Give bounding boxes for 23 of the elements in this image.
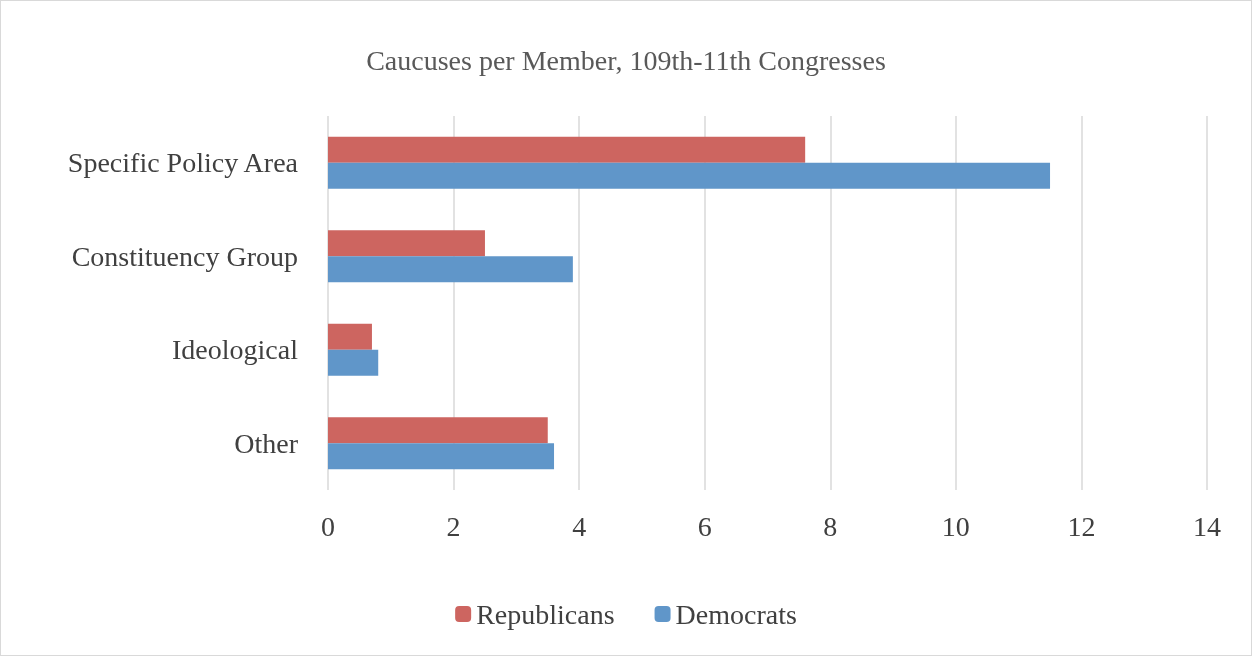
x-tick-label: 14 <box>1193 510 1221 542</box>
x-tick-label: 4 <box>572 510 587 542</box>
y-tick-label: Constituency Group <box>71 240 298 272</box>
x-tick-label: 8 <box>823 510 838 542</box>
bar <box>328 162 1051 189</box>
bar <box>328 256 573 283</box>
x-tick-label: 10 <box>941 510 970 542</box>
x-tick-label: 6 <box>697 510 712 542</box>
bar <box>328 349 379 376</box>
legend-label: Democrats <box>675 598 797 630</box>
x-tick-label: 12 <box>1067 510 1096 542</box>
legend-label: Republicans <box>476 598 615 630</box>
bar <box>328 417 548 444</box>
bar <box>328 443 555 470</box>
x-tick-label: 0 <box>321 510 335 542</box>
x-tick-label: 2 <box>446 510 461 542</box>
y-tick-label: Ideological <box>172 334 299 366</box>
bar <box>328 136 806 163</box>
bar <box>328 230 485 257</box>
y-tick-label: Specific Policy Area <box>67 147 299 179</box>
chart-title: Caucuses per Member, 109th-11th Congresses <box>366 44 886 76</box>
y-tick-label: Other <box>234 427 299 459</box>
bar <box>328 323 372 350</box>
